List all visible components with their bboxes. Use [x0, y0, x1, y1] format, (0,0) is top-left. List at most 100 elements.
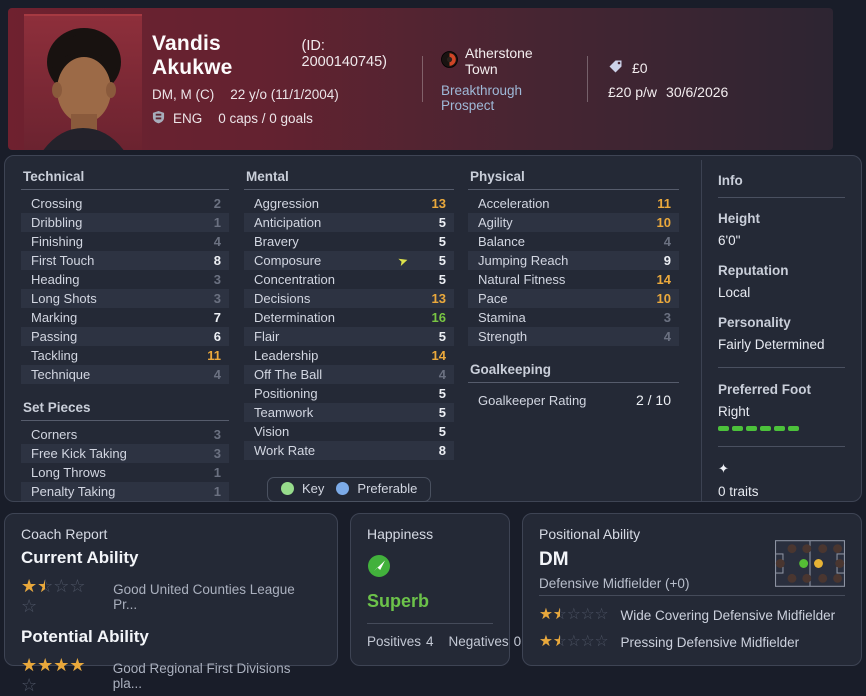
traits-count: 0 traits — [718, 484, 759, 499]
star-icon: ☆★ — [580, 633, 595, 650]
player-id: (ID: 2000140745) — [301, 37, 387, 70]
attribute-row-passing[interactable]: Passing 6 — [21, 327, 229, 346]
attribute-value: 13 — [431, 196, 446, 211]
attribute-row-strength[interactable]: Strength 4 — [468, 327, 679, 346]
position-dot — [835, 559, 845, 568]
attribute-label: Jumping Reach — [478, 253, 569, 268]
attribute-row-leadership[interactable]: Leadership 14 — [244, 346, 454, 365]
attribute-row-marking[interactable]: Marking 7 — [21, 308, 229, 327]
attribute-row-determination[interactable]: Determination 16 — [244, 308, 454, 327]
attribute-row-dribbling[interactable]: Dribbling 1 — [21, 213, 229, 232]
preferable-dot-icon — [336, 482, 350, 495]
attribute-row-crossing[interactable]: Crossing 2 — [21, 194, 229, 213]
attribute-value: 5 — [438, 253, 446, 268]
key-dot-icon — [281, 482, 294, 495]
attribute-row-vision[interactable]: Vision 5 — [244, 422, 454, 441]
player-age: 22 y/o (11/1/2004) — [230, 86, 339, 102]
negatives[interactable]: Negatives 0 — [448, 634, 522, 649]
attribute-row-acceleration[interactable]: Acceleration 11 — [468, 194, 679, 213]
attribute-label: Aggression — [254, 196, 320, 211]
positives[interactable]: Positives 4 — [367, 634, 434, 649]
attribute-row-bravery[interactable]: Bravery 5 — [244, 232, 454, 251]
attribute-value: 2 / 10 — [635, 392, 671, 408]
star-icon: ☆★ — [552, 606, 567, 623]
attribute-row-technique[interactable]: Technique 4 — [21, 365, 229, 384]
attribute-row-agility[interactable]: Agility 10 — [468, 213, 679, 232]
potential-ability-stars: ★★★★★★★★☆★ — [21, 656, 101, 696]
attribute-value: 1 — [213, 465, 221, 480]
attribute-row-jumping-reach[interactable]: Jumping Reach 9 — [468, 251, 679, 270]
preferred-foot-value: Right — [718, 404, 750, 419]
star-icon: ★ ★ — [69, 655, 86, 675]
role-rating-row[interactable]: ★★☆★☆★☆★☆★Wide Covering Defensive Midfie… — [539, 606, 845, 624]
contract-block: £0 £20 p/w 30/6/2026 — [608, 59, 728, 100]
attribute-row-free-kick-taking[interactable]: Free Kick Taking 3 — [21, 444, 229, 463]
wage: £20 p/w — [608, 83, 658, 100]
attribute-row-tackling[interactable]: Tackling 11 — [21, 346, 229, 365]
club-badge-icon — [441, 51, 458, 71]
position-dot — [818, 544, 828, 554]
traits-sparkle-icon: ✦ — [718, 461, 729, 476]
player-photo[interactable] — [24, 14, 142, 150]
preferred-foot-field: Preferred Foot Right — [718, 382, 845, 431]
attribute-label: Acceleration — [478, 196, 550, 211]
attribute-value: 8 — [438, 443, 446, 458]
attribute-legend: Key Preferable — [267, 477, 432, 502]
attribute-label: Balance — [478, 234, 525, 249]
position-pitch-map[interactable] — [775, 540, 845, 587]
attribute-row-decisions[interactable]: Decisions 13 — [244, 289, 454, 308]
position-dot — [818, 573, 828, 583]
player-nation[interactable]: ENG — [173, 110, 203, 126]
attribute-row-anticipation[interactable]: Anticipation 5 — [244, 213, 454, 232]
attribute-label: Corners — [31, 427, 78, 442]
attribute-row-flair[interactable]: Flair 5 — [244, 327, 454, 346]
attribute-row-first-touch[interactable]: First Touch 8 — [21, 251, 229, 270]
club-name[interactable]: Atherstone Town — [465, 45, 533, 77]
attribute-row-off-the-ball[interactable]: Off The Ball 4 — [244, 365, 454, 384]
star-icon: ☆★ — [21, 675, 38, 695]
attribute-label: First Touch — [31, 253, 95, 268]
attribute-value: 1 — [213, 484, 221, 499]
attribute-row-balance[interactable]: Balance 4 — [468, 232, 679, 251]
attribute-row-penalty-taking[interactable]: Penalty Taking 1 — [21, 482, 229, 501]
attribute-row-positioning[interactable]: Positioning 5 — [244, 384, 454, 403]
attribute-label: Natural Fitness — [478, 272, 566, 287]
position-name: Defensive Midfielder (+0) — [539, 576, 690, 591]
attribute-value: 14 — [431, 348, 446, 363]
attribute-label: Concentration — [254, 272, 335, 287]
attribute-row-aggression[interactable]: Aggression 13 — [244, 194, 454, 213]
attribute-row-heading[interactable]: Heading 3 — [21, 270, 229, 289]
happiness-level: Superb — [367, 591, 430, 611]
physical-table: Physical Acceleration 11 Agility 10 Balance 4 J… — [468, 160, 679, 346]
attribute-value: 13 — [431, 291, 446, 306]
attribute-row-concentration[interactable]: Concentration 5 — [244, 270, 454, 289]
current-ability-stars: ★★☆★☆★☆★☆★ — [21, 577, 101, 617]
player-position: DM, M (C) — [152, 86, 215, 102]
attribute-row-long-throws[interactable]: Long Throws 1 — [21, 463, 229, 482]
attribute-label: Finishing — [31, 234, 84, 249]
attribute-row-goalkeeper-rating[interactable]: Goalkeeper Rating 2 / 10 — [468, 387, 679, 413]
physical-column: Physical Acceleration 11 Agility 10 Balance 4 J… — [468, 160, 679, 501]
attribute-value: 5 — [438, 234, 446, 249]
technical-column: Technical Crossing 2 Dribbling 1 Finishing 4 Fi… — [21, 160, 229, 501]
section-header: Goalkeeping — [468, 353, 679, 383]
attribute-label: Vision — [254, 424, 290, 439]
attribute-row-work-rate[interactable]: Work Rate 8 — [244, 441, 454, 460]
attribute-value: 3 — [213, 291, 221, 306]
attribute-row-stamina[interactable]: Stamina 3 — [468, 308, 679, 327]
positional-divider — [539, 595, 845, 596]
nation-shield-icon — [152, 110, 165, 127]
attribute-row-composure[interactable]: Composure ➤ 5 — [244, 251, 454, 270]
attribute-value: 5 — [438, 272, 446, 287]
attribute-row-pace[interactable]: Pace 10 — [468, 289, 679, 308]
position-dot — [833, 573, 843, 583]
attribute-row-long-shots[interactable]: Long Shots 3 — [21, 289, 229, 308]
attribute-row-natural-fitness[interactable]: Natural Fitness 14 — [468, 270, 679, 289]
attribute-row-corners[interactable]: Corners 3 — [21, 425, 229, 444]
star-icon: ★ ★ — [21, 576, 38, 596]
role-rating-row[interactable]: ★★☆★☆★☆★☆★Pressing Defensive Midfielder — [539, 633, 845, 651]
attributes-panel: Technical Crossing 2 Dribbling 1 Finishing 4 Fi… — [4, 155, 862, 502]
potential-ability-desc: Good Regional First Divisions pla... — [112, 661, 291, 691]
attribute-row-finishing[interactable]: Finishing 4 — [21, 232, 229, 251]
attribute-row-teamwork[interactable]: Teamwork 5 — [244, 403, 454, 422]
